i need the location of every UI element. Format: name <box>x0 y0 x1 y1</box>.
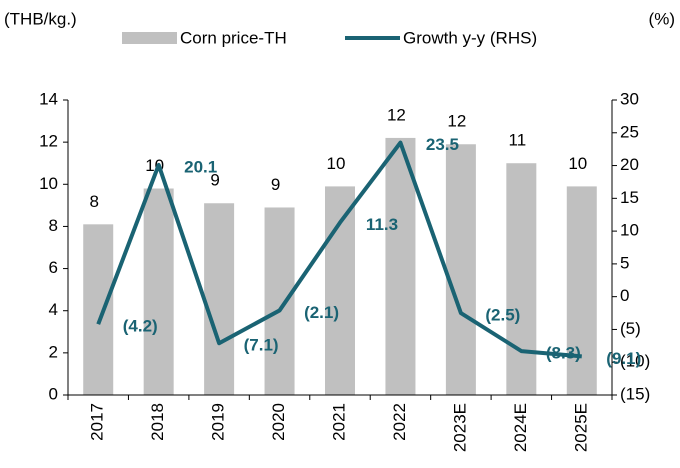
y2-tick-label: 5 <box>620 253 629 272</box>
y2-tick-label: 15 <box>620 188 639 207</box>
line-label: (7.1) <box>244 336 279 355</box>
bar <box>143 188 174 395</box>
y2-tick-label: 25 <box>620 122 639 141</box>
line-label: (8.3) <box>546 344 581 363</box>
legend-label: Growth y-y (RHS) <box>403 28 537 47</box>
y-tick-label: 10 <box>39 174 58 193</box>
y2-tick-label: 30 <box>620 89 639 108</box>
y-tick-label: 6 <box>49 258 58 277</box>
legend-label: Corn price-TH <box>180 28 287 47</box>
y2-axis-label: (%) <box>649 9 675 28</box>
legend-swatch <box>122 32 177 44</box>
line-label: 20.1 <box>184 157 217 176</box>
line-label: (2.1) <box>304 303 339 322</box>
bar-label: 10 <box>327 154 346 173</box>
y2-tick-label: 10 <box>620 221 639 240</box>
y-tick-label: 4 <box>49 300 58 319</box>
y2-tick-label: (15) <box>620 384 650 403</box>
y-tick-label: 0 <box>49 384 58 403</box>
line <box>96 140 582 359</box>
y2-tick-label: 0 <box>620 286 629 305</box>
bar-label: 10 <box>568 154 587 173</box>
y-tick-label: 12 <box>39 132 58 151</box>
y2-tick-label: (10) <box>620 352 650 371</box>
x-tick-label: 2023E <box>450 403 469 452</box>
bar <box>566 186 597 395</box>
bar <box>325 186 355 395</box>
x-tick-label: 2022 <box>390 403 409 441</box>
x-tick-label: 2020 <box>269 403 288 441</box>
bar <box>506 163 537 395</box>
x-tick-label: 2019 <box>209 403 228 441</box>
line-label: (4.2) <box>123 317 158 336</box>
y-tick-label: 2 <box>49 342 58 361</box>
bar <box>204 203 235 395</box>
bar-label: 12 <box>447 112 466 131</box>
y-axis-label: (THB/kg.) <box>4 9 77 28</box>
x-tick-label: 2017 <box>88 403 107 441</box>
bar-label: 9 <box>271 175 280 194</box>
bar-label: 9 <box>210 171 219 190</box>
y2-tick-label: (5) <box>620 319 641 338</box>
y2-tick-label: 20 <box>620 155 639 174</box>
x-tick-label: 2025E <box>571 403 590 452</box>
bar <box>264 207 295 395</box>
x-tick-label: 2021 <box>329 403 348 441</box>
y-tick-label: 14 <box>39 89 58 108</box>
line-label: (2.5) <box>485 306 520 325</box>
bar-label: 12 <box>387 105 406 124</box>
bar <box>83 224 114 395</box>
x-tick-label: 2024E <box>511 403 530 452</box>
line-label: 11.3 <box>366 215 398 234</box>
bar <box>445 144 476 395</box>
line-label: (9.1) <box>606 349 641 368</box>
bar-label: 11 <box>509 131 527 150</box>
y-tick-label: 8 <box>49 216 58 235</box>
bar <box>385 137 416 395</box>
line-label: 23.5 <box>426 135 459 154</box>
x-tick-label: 2018 <box>148 403 167 441</box>
bar-label: 8 <box>89 192 98 211</box>
